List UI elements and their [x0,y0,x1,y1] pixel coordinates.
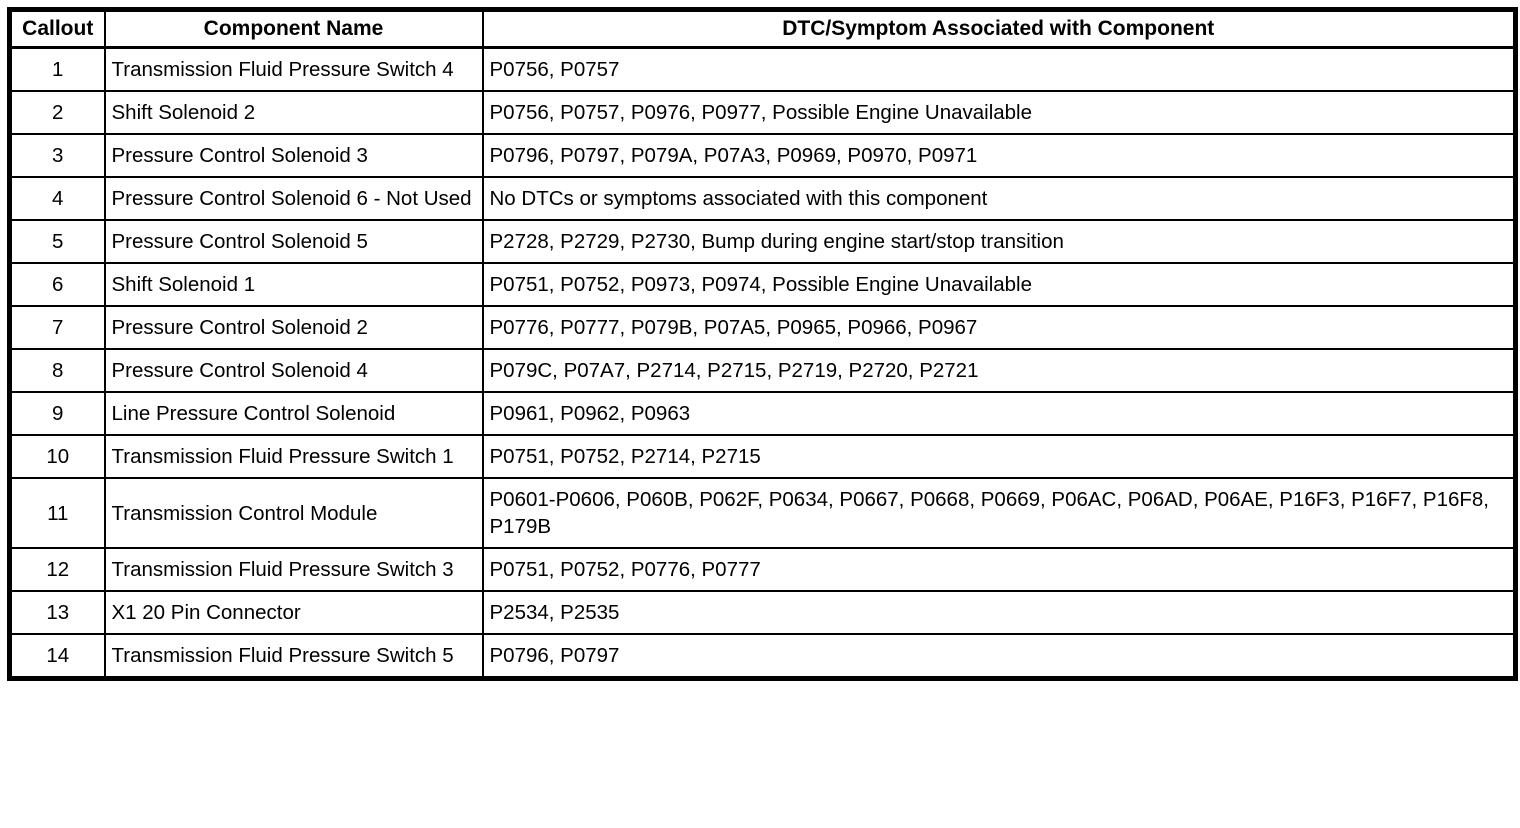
dtc-symptom: P0796, P0797 [481,633,1517,680]
component-name: Pressure Control Solenoid 2 [103,305,484,350]
table-row: 6 Shift Solenoid 1 P0751, P0752, P0973, P0… [8,262,1517,307]
dtc-component-table: Callout Component Name DTC/Symptom Assoc… [7,7,1518,681]
document-page: Callout Component Name DTC/Symptom Assoc… [7,7,1518,681]
callout-number: 7 [8,305,106,350]
table-row: 1 Transmission Fluid Pressure Switch 4 P07… [8,46,1517,92]
component-name: Transmission Fluid Pressure Switch 4 [103,46,484,92]
callout-number: 6 [8,262,106,307]
callout-number: 8 [8,348,106,393]
dtc-symptom: P0796, P0797, P079A, P07A3, P0969, P0970… [481,133,1517,178]
component-name: Shift Solenoid 1 [103,262,484,307]
component-name: Pressure Control Solenoid 3 [103,133,484,178]
dtc-symptom: P0776, P0777, P079B, P07A5, P0965, P0966… [481,305,1517,350]
dtc-symptom: P2534, P2535 [481,590,1517,635]
component-name: Shift Solenoid 2 [103,90,484,135]
callout-number: 14 [8,633,106,680]
header-dtc-symptom: DTC/Symptom Associated with Component [481,8,1517,49]
table-row: 10 Transmission Fluid Pressure Switch 1 P0… [8,434,1517,479]
table-row: 9 Line Pressure Control Solenoid P0961, P0… [8,391,1517,436]
table-body: 1 Transmission Fluid Pressure Switch 4 P07… [8,46,1517,680]
component-name: Transmission Fluid Pressure Switch 5 [103,633,484,680]
callout-number: 11 [8,477,106,549]
table-row: 2 Shift Solenoid 2 P0756, P0757, P0976, P0… [8,90,1517,135]
dtc-symptom: P0961, P0962, P0963 [481,391,1517,436]
component-name: Transmission Fluid Pressure Switch 3 [103,547,484,592]
callout-number: 3 [8,133,106,178]
header-component-name: Component Name [103,8,484,49]
callout-number: 5 [8,219,106,264]
table-row: 5 Pressure Control Solenoid 5 P2728, P2729… [8,219,1517,264]
table-row: 4 Pressure Control Solenoid 6 - Not Used N… [8,176,1517,221]
component-name: Pressure Control Solenoid 5 [103,219,484,264]
component-name: Transmission Fluid Pressure Switch 1 [103,434,484,479]
component-name: Transmission Control Module [103,477,484,549]
header-row: Callout Component Name DTC/Symptom Assoc… [8,8,1517,49]
header-callout: Callout [8,8,106,49]
callout-number: 4 [8,176,106,221]
component-name: X1 20 Pin Connector [103,590,484,635]
callout-number: 9 [8,391,106,436]
dtc-symptom: P0751, P0752, P0973, P0974, Possible Eng… [481,262,1517,307]
callout-number: 13 [8,590,106,635]
callout-number: 12 [8,547,106,592]
dtc-symptom: P079C, P07A7, P2714, P2715, P2719, P2720… [481,348,1517,393]
dtc-symptom: P0751, P0752, P0776, P0777 [481,547,1517,592]
component-name: Pressure Control Solenoid 6 - Not Used [103,176,484,221]
table-row: 14 Transmission Fluid Pressure Switch 5 P0… [8,633,1517,680]
table-row: 8 Pressure Control Solenoid 4 P079C, P07A7… [8,348,1517,393]
component-name: Pressure Control Solenoid 4 [103,348,484,393]
table-row: 13 X1 20 Pin Connector P2534, P2535 [8,590,1517,635]
table-row: 12 Transmission Fluid Pressure Switch 3 P0… [8,547,1517,592]
callout-number: 10 [8,434,106,479]
table-row: 7 Pressure Control Solenoid 2 P0776, P0777… [8,305,1517,350]
callout-number: 1 [8,46,106,92]
dtc-symptom: P0751, P0752, P2714, P2715 [481,434,1517,479]
callout-number: 2 [8,90,106,135]
dtc-symptom: No DTCs or symptoms associated with this… [481,176,1517,221]
dtc-symptom: P2728, P2729, P2730, Bump during engine … [481,219,1517,264]
dtc-symptom: P0756, P0757, P0976, P0977, Possible Eng… [481,90,1517,135]
table-row: 3 Pressure Control Solenoid 3 P0796, P0797… [8,133,1517,178]
dtc-symptom: P0756, P0757 [481,46,1517,92]
table-row: 11 Transmission Control Module P0601-P0606… [8,477,1517,549]
component-name: Line Pressure Control Solenoid [103,391,484,436]
dtc-symptom: P0601-P0606, P060B, P062F, P0634, P0667,… [481,477,1517,549]
